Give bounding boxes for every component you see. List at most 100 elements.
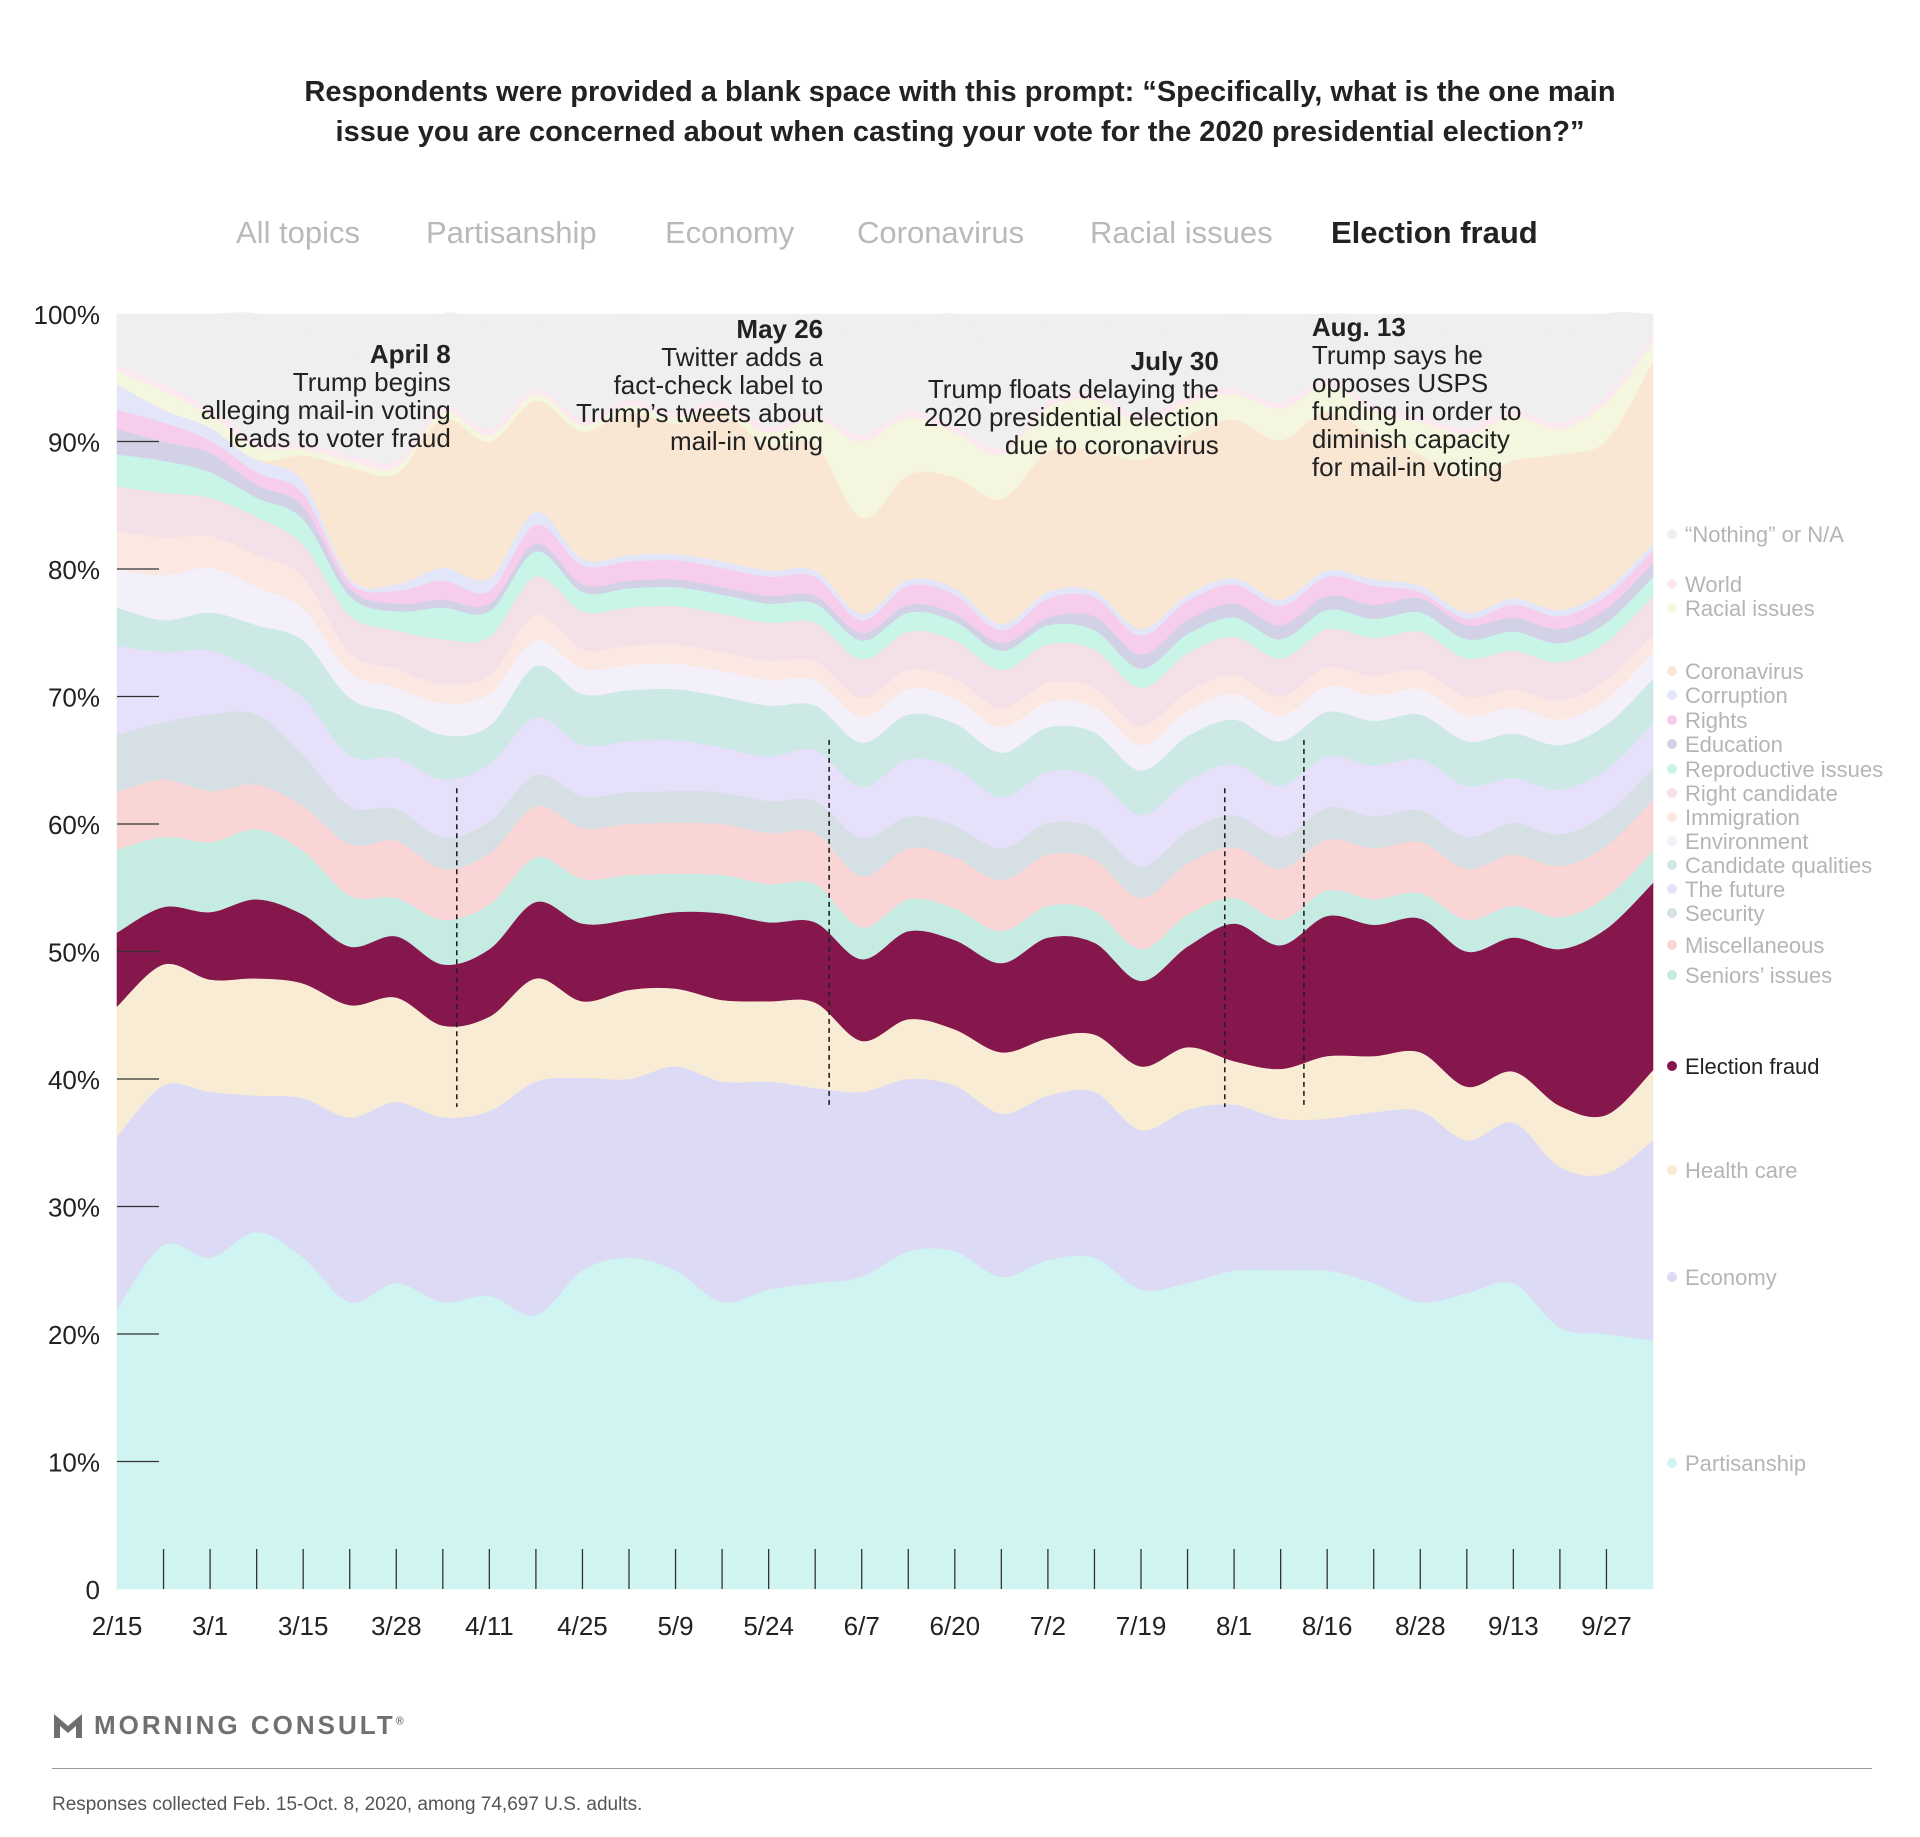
legend-label-world[interactable]: World: [1685, 572, 1742, 597]
legend-swatch-seniors-issues: [1667, 970, 1677, 980]
legend-label-economy[interactable]: Economy: [1685, 1265, 1777, 1290]
legend-swatch-nothing-or-n-a: [1667, 529, 1677, 539]
x-tick-label: 6/20: [930, 1611, 981, 1641]
brand-logo: MORNING CONSULT®: [52, 1708, 404, 1744]
legend-label-reproductive-issues[interactable]: Reproductive issues: [1685, 757, 1883, 782]
legend-swatch-economy: [1667, 1272, 1677, 1282]
annotation-text: Trump floats delaying the: [928, 374, 1219, 404]
y-tick-label: 10%: [48, 1448, 100, 1478]
legend-swatch-environment: [1667, 836, 1677, 846]
x-tick-label: 8/28: [1395, 1611, 1446, 1641]
x-tick-label: 7/19: [1116, 1611, 1167, 1641]
area-nothing-or-n-a: [116, 312, 1654, 464]
legend-swatch-corruption: [1667, 690, 1677, 700]
annotation-text: mail-in voting: [670, 426, 823, 456]
y-tick-label: 20%: [48, 1320, 100, 1350]
footnote: Responses collected Feb. 15-Oct. 8, 2020…: [52, 1794, 643, 1815]
legend-label-health-care[interactable]: Health care: [1685, 1158, 1798, 1183]
x-tick-label: 4/25: [557, 1611, 608, 1641]
footer-divider: [52, 1768, 1872, 1769]
legend-label-environment[interactable]: Environment: [1685, 829, 1809, 854]
x-tick-label: 3/15: [278, 1611, 329, 1641]
annotation-date: July 30: [1131, 346, 1219, 376]
title-line-1: Respondents were provided a blank space …: [304, 76, 1616, 108]
legend-swatch-coronavirus: [1667, 666, 1677, 676]
chart-title: Respondents were provided a blank space …: [160, 72, 1760, 152]
brand-registered-mark: ®: [395, 1715, 404, 1728]
x-tick-label: 9/27: [1581, 1611, 1632, 1641]
topic-tabs: All topics Partisanship Economy Coronavi…: [0, 215, 1920, 255]
y-tick-label: 0: [86, 1575, 100, 1605]
tab-partisanship[interactable]: Partisanship: [426, 215, 597, 250]
brand-name: MORNING CONSULT®: [94, 1710, 404, 1741]
stacked-area-chart: 0 10% 20% 30% 40% 50% 60% 70% 80% 90% 100% 2/15 3/1 3…: [34, 300, 1884, 1641]
annotation-text: Trump says he: [1312, 340, 1483, 370]
annotation-text: alleging mail-in voting: [201, 395, 451, 425]
y-tick-label: 90%: [48, 428, 100, 458]
legend-label-candidate-qualities[interactable]: Candidate qualities: [1685, 853, 1872, 878]
y-tick-label: 40%: [48, 1065, 100, 1095]
tab-all-topics[interactable]: All topics: [236, 215, 361, 250]
tab-economy[interactable]: Economy: [665, 215, 795, 250]
x-tick-label: 3/1: [192, 1611, 228, 1641]
legend-swatch-security: [1667, 908, 1677, 918]
annotation-text: funding in order to: [1312, 396, 1522, 426]
x-tick-label: 7/2: [1030, 1611, 1066, 1641]
legend-swatch-health-care: [1667, 1165, 1677, 1175]
annotation-text: Trump begins: [293, 367, 451, 397]
x-tick-label: 9/13: [1488, 1611, 1539, 1641]
legend-swatch-world: [1667, 579, 1677, 589]
annotation-text: Trump’s tweets about: [576, 398, 824, 428]
tab-coronavirus[interactable]: Coronavirus: [857, 215, 1025, 250]
y-tick-label: 50%: [48, 938, 100, 968]
legend-swatch-partisanship: [1667, 1458, 1677, 1468]
x-tick-label: 8/1: [1216, 1611, 1252, 1641]
annotation-text: for mail-in voting: [1312, 452, 1503, 482]
annotation-text: fact-check label to: [614, 370, 824, 400]
y-tick-label: 80%: [48, 555, 100, 585]
annotation-text: leads to voter fraud: [228, 423, 451, 453]
legend-label-nothing-or-n-a[interactable]: “Nothing” or N/A: [1685, 522, 1844, 547]
legend-swatch-miscellaneous: [1667, 940, 1677, 950]
legend-label-seniors-issues[interactable]: Seniors’ issues: [1685, 963, 1832, 988]
y-tick-label: 100%: [34, 300, 101, 330]
legend-label-right-candidate[interactable]: Right candidate: [1685, 781, 1838, 806]
morning-consult-logo-icon: [54, 1714, 82, 1738]
x-tick-label: 4/11: [465, 1611, 514, 1641]
annotation-text: due to coronavirus: [1005, 430, 1219, 460]
annotation-text: diminish capacity: [1312, 424, 1510, 454]
legend-swatch-reproductive-issues: [1667, 764, 1677, 774]
x-tick-label: 6/7: [844, 1611, 880, 1641]
legend-label-education[interactable]: Education: [1685, 732, 1783, 757]
tab-racial-issues[interactable]: Racial issues: [1090, 215, 1273, 250]
legend-swatch-right-candidate: [1667, 788, 1677, 798]
annotation-text: Twitter adds a: [661, 342, 823, 372]
legend-label-rights[interactable]: Rights: [1685, 708, 1747, 733]
legend-label-corruption[interactable]: Corruption: [1685, 683, 1788, 708]
annotation-text: opposes USPS: [1312, 368, 1488, 398]
legend-label-racial-issues[interactable]: Racial issues: [1685, 596, 1815, 621]
annotation-date: Aug. 13: [1312, 312, 1406, 342]
legend-swatch-the-future: [1667, 884, 1677, 894]
legend-swatch-immigration: [1667, 812, 1677, 822]
legend-swatch-racial-issues: [1667, 603, 1677, 613]
legend-label-security[interactable]: Security: [1685, 901, 1764, 926]
annotation-date: May 26: [736, 314, 823, 344]
legend-label-election-fraud[interactable]: Election fraud: [1685, 1054, 1820, 1079]
legend-label-immigration[interactable]: Immigration: [1685, 805, 1800, 830]
legend-swatch-rights: [1667, 715, 1677, 725]
legend-swatch-candidate-qualities: [1667, 860, 1677, 870]
title-line-2: issue you are concerned about when casti…: [335, 116, 1585, 148]
x-tick-label: 5/24: [743, 1611, 794, 1641]
x-tick-label: 3/28: [371, 1611, 422, 1641]
legend-label-partisanship[interactable]: Partisanship: [1685, 1451, 1806, 1476]
legend-swatch-education: [1667, 739, 1677, 749]
legend-label-coronavirus[interactable]: Coronavirus: [1685, 659, 1804, 684]
legend-label-the-future[interactable]: The future: [1685, 877, 1785, 902]
legend-label-miscellaneous[interactable]: Miscellaneous: [1685, 933, 1824, 958]
x-tick-label: 5/9: [657, 1611, 693, 1641]
y-tick-label: 30%: [48, 1193, 100, 1223]
x-tick-label: 8/16: [1302, 1611, 1353, 1641]
y-tick-label: 70%: [48, 683, 100, 713]
tab-election-fraud[interactable]: Election fraud: [1331, 215, 1538, 250]
